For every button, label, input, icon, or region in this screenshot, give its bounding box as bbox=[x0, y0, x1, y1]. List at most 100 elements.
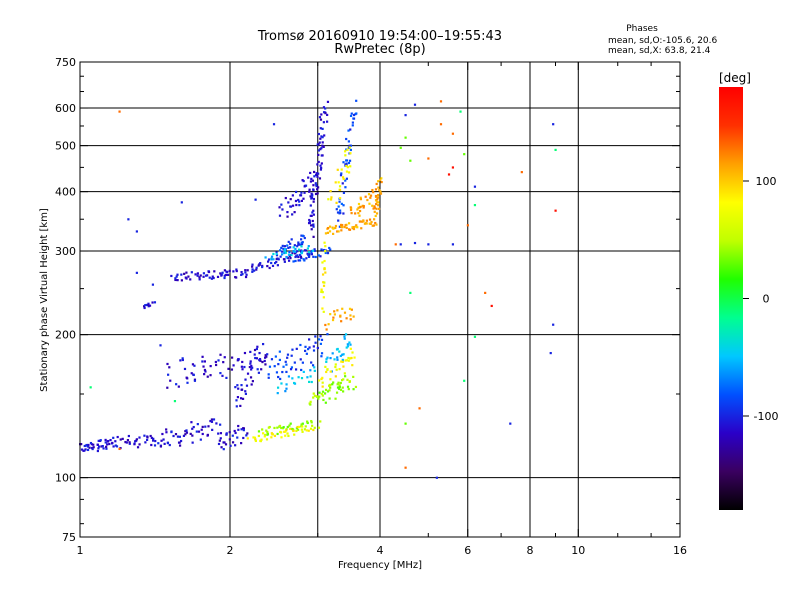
echo-point bbox=[350, 112, 353, 115]
echo-point bbox=[326, 252, 330, 255]
echo-point bbox=[342, 365, 345, 368]
echo-point bbox=[231, 441, 235, 444]
echo-point bbox=[291, 213, 294, 216]
echo-point bbox=[338, 200, 341, 203]
echo-point bbox=[281, 208, 284, 211]
echo-point bbox=[373, 205, 376, 208]
echo-point bbox=[331, 318, 335, 322]
echo-point bbox=[371, 204, 374, 207]
echo-point bbox=[349, 165, 352, 168]
echo-point bbox=[310, 192, 313, 195]
echo-point bbox=[219, 272, 222, 275]
echo-point bbox=[220, 273, 223, 276]
echo-point bbox=[198, 278, 201, 281]
echo-point bbox=[112, 445, 115, 448]
echo-point bbox=[295, 429, 298, 433]
echo-point bbox=[352, 113, 356, 117]
echo-point bbox=[92, 446, 95, 449]
echo-point bbox=[283, 248, 287, 251]
echo-point bbox=[309, 375, 312, 378]
echo-point bbox=[181, 357, 184, 360]
echo-point bbox=[374, 221, 377, 225]
x-tick-label: 8 bbox=[527, 544, 534, 557]
echo-point bbox=[404, 466, 407, 469]
echo-point bbox=[210, 277, 213, 280]
echo-point bbox=[321, 381, 324, 384]
echo-point bbox=[261, 360, 264, 364]
echo-point bbox=[351, 124, 354, 127]
echo-point bbox=[343, 335, 346, 338]
echo-point bbox=[135, 230, 138, 233]
echo-point bbox=[234, 276, 237, 279]
echo-point bbox=[186, 377, 189, 380]
echo-point bbox=[321, 394, 324, 397]
echo-point bbox=[289, 198, 292, 201]
echo-point bbox=[427, 243, 430, 246]
echo-point bbox=[370, 220, 373, 224]
echo-point bbox=[336, 309, 339, 312]
echo-point bbox=[306, 247, 309, 250]
echo-point bbox=[297, 248, 301, 251]
echo-point bbox=[277, 363, 280, 366]
echo-point bbox=[289, 205, 293, 208]
echo-point bbox=[288, 424, 291, 427]
echo-point bbox=[326, 390, 330, 393]
echo-point bbox=[178, 444, 182, 447]
echo-point bbox=[324, 107, 327, 110]
echo-point bbox=[323, 268, 326, 271]
echo-point bbox=[174, 433, 178, 436]
echo-point bbox=[222, 448, 225, 451]
echo-point bbox=[315, 183, 318, 187]
echo-point bbox=[294, 368, 298, 371]
echo-point bbox=[209, 364, 212, 368]
echo-point bbox=[264, 363, 267, 366]
echo-point bbox=[257, 264, 260, 267]
echo-point bbox=[310, 361, 313, 364]
echo-point bbox=[345, 346, 348, 349]
echo-point bbox=[222, 361, 225, 364]
echo-point bbox=[319, 164, 322, 167]
echo-point bbox=[328, 397, 331, 400]
echo-point bbox=[299, 243, 302, 246]
echo-point bbox=[144, 304, 147, 307]
echo-point bbox=[180, 273, 183, 276]
echo-point bbox=[329, 356, 332, 360]
echo-point bbox=[336, 383, 339, 386]
echo-point bbox=[178, 441, 181, 444]
echo-point bbox=[185, 431, 189, 434]
echo-point bbox=[466, 224, 469, 227]
echo-point bbox=[313, 394, 316, 397]
echo-point bbox=[248, 365, 251, 369]
echo-point bbox=[347, 129, 350, 132]
echo-point bbox=[316, 163, 319, 166]
echo-point bbox=[329, 313, 332, 316]
y-tick-label: 500 bbox=[55, 140, 76, 153]
x-tick-label: 6 bbox=[464, 544, 471, 557]
echo-point bbox=[321, 273, 325, 276]
echo-point bbox=[273, 262, 277, 265]
echo-point bbox=[284, 390, 287, 393]
echo-point bbox=[289, 422, 292, 425]
echo-point bbox=[276, 432, 279, 436]
echo-point bbox=[85, 443, 88, 447]
echo-point bbox=[292, 381, 296, 385]
echo-point bbox=[337, 381, 340, 384]
echo-point bbox=[128, 441, 131, 444]
echo-point bbox=[228, 438, 231, 441]
echo-point bbox=[219, 437, 222, 440]
echo-point bbox=[118, 447, 121, 451]
echo-point bbox=[278, 424, 282, 428]
echo-point bbox=[352, 225, 355, 229]
echo-point bbox=[111, 441, 114, 445]
echo-point bbox=[490, 304, 493, 308]
echo-point bbox=[484, 291, 487, 295]
echo-point bbox=[309, 427, 313, 430]
echo-point bbox=[311, 364, 315, 367]
echo-point bbox=[249, 350, 252, 354]
echo-point bbox=[280, 426, 283, 430]
echo-point bbox=[239, 404, 242, 408]
echo-point bbox=[300, 245, 303, 248]
echo-point bbox=[324, 249, 327, 253]
echo-point bbox=[336, 358, 339, 361]
